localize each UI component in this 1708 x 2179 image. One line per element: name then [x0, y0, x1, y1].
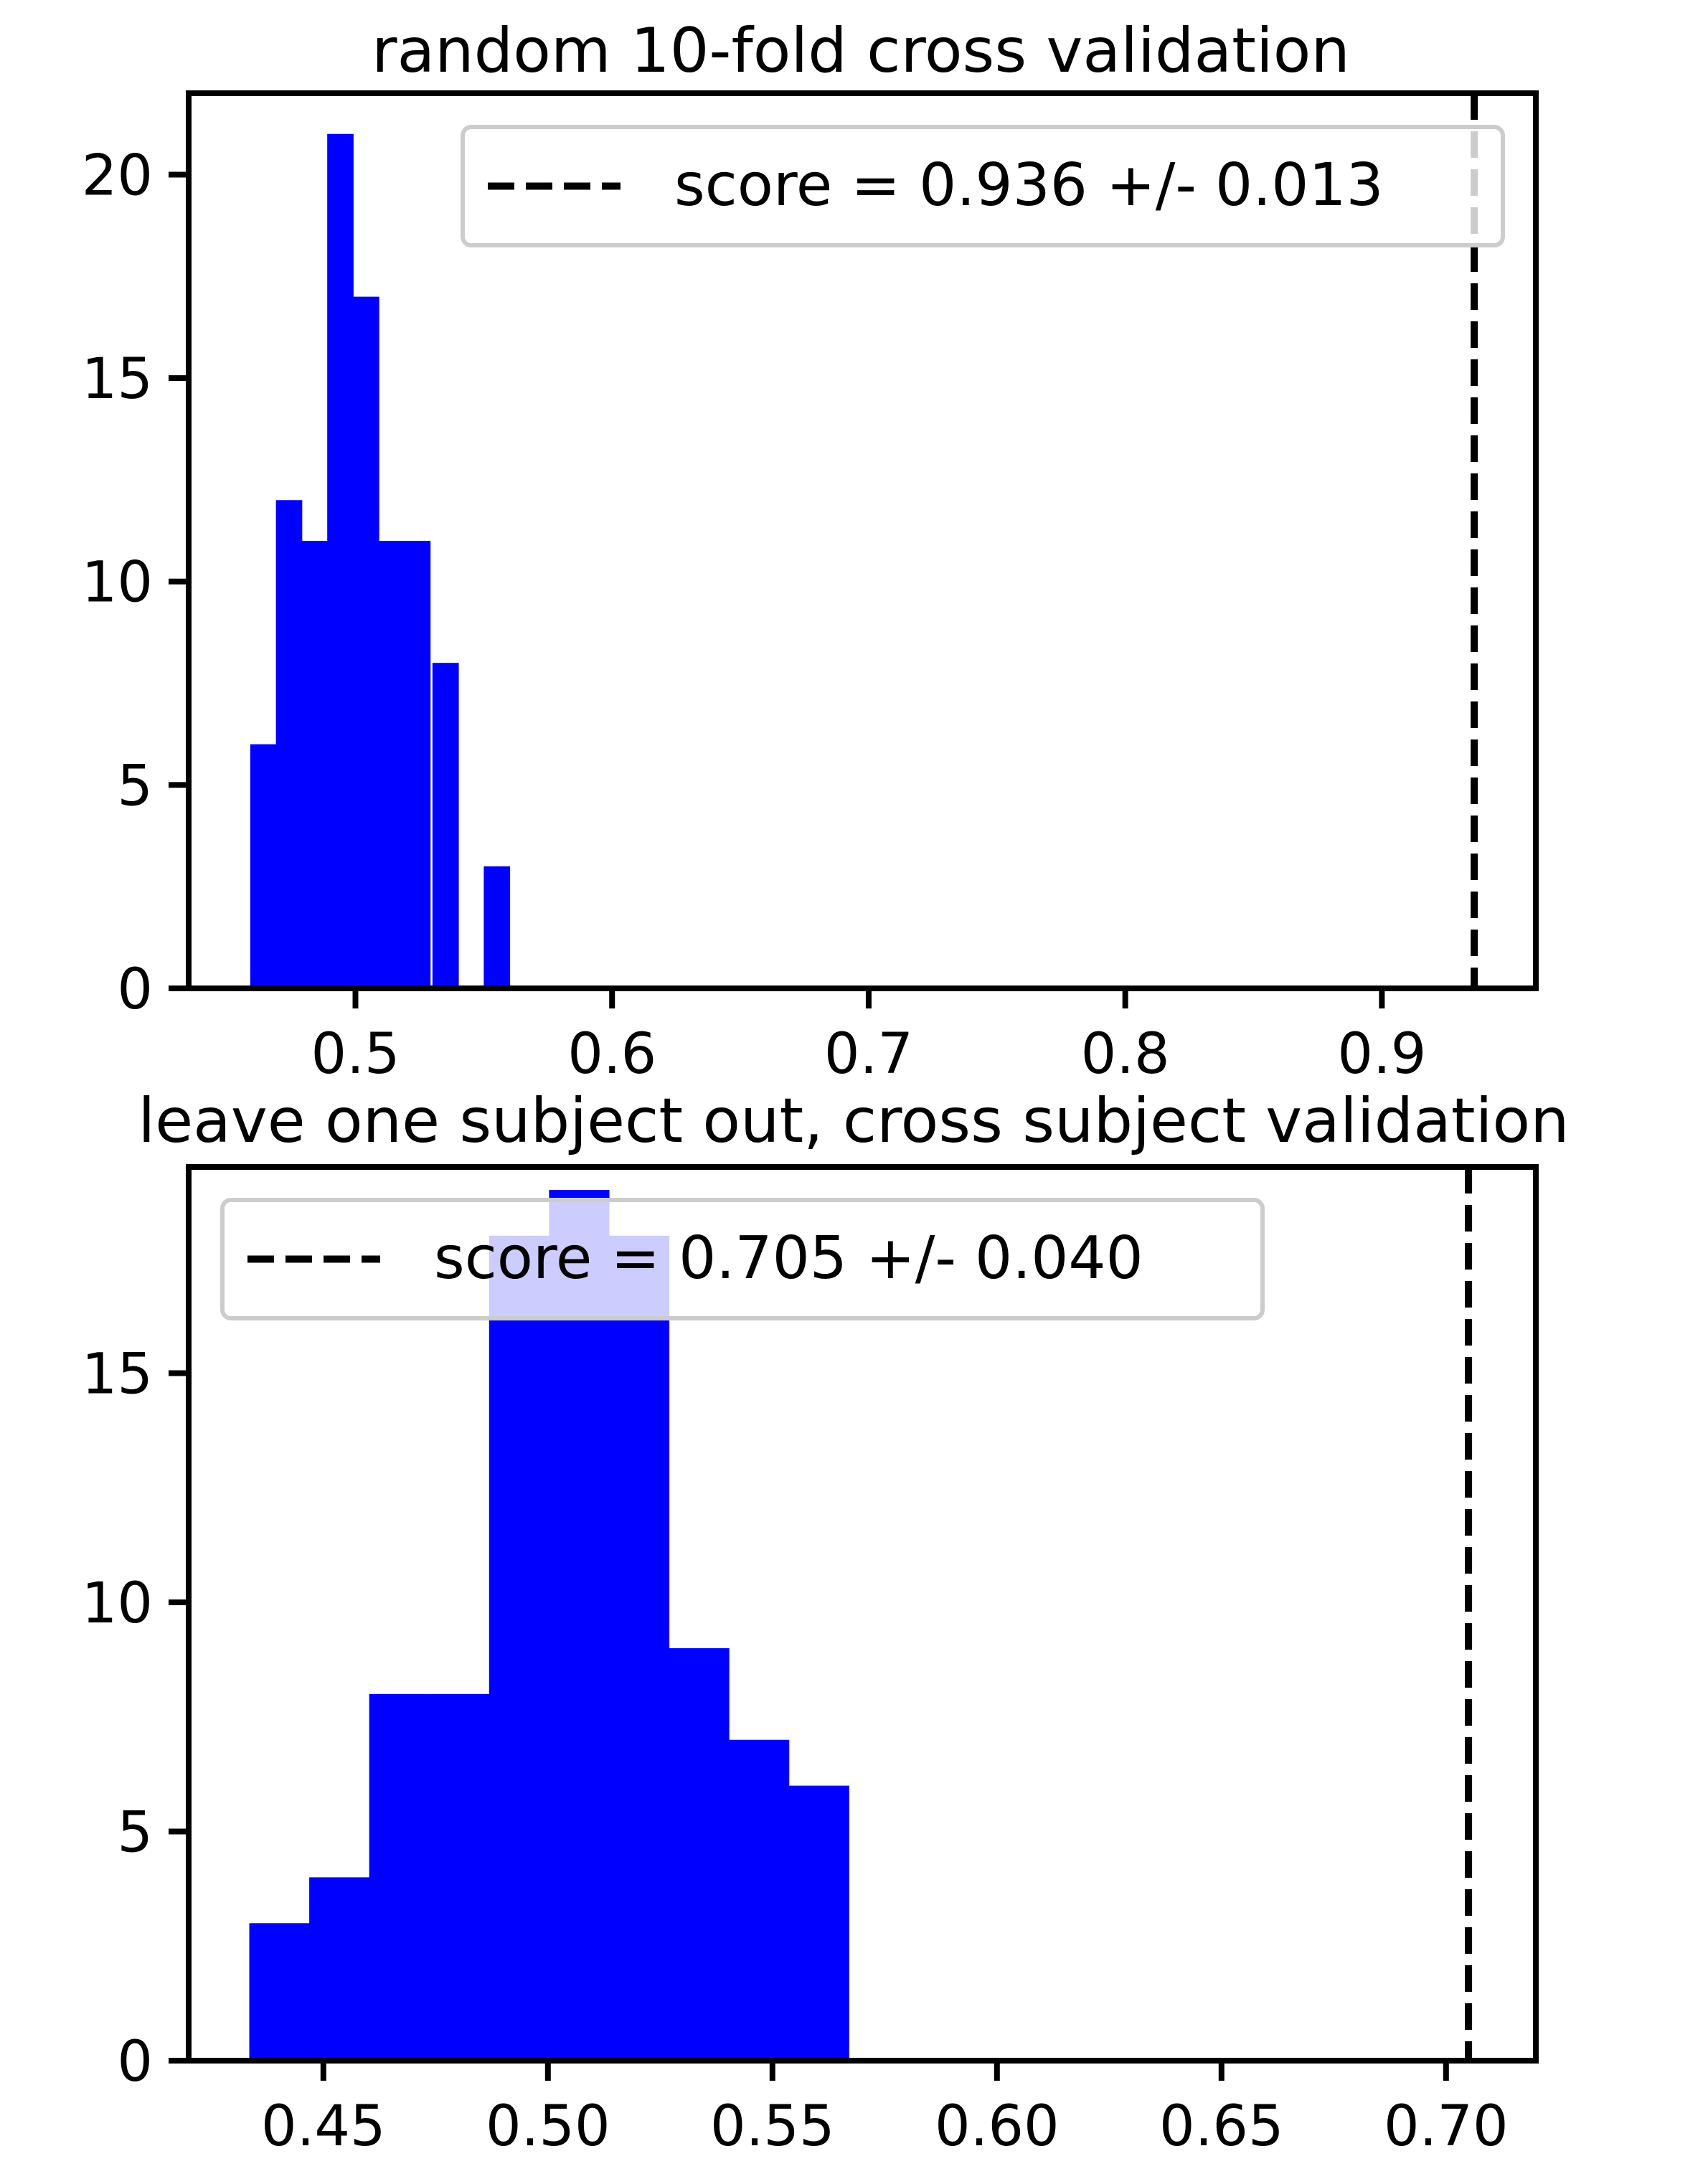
legend-label: score = 0.936 +/- 0.013	[674, 151, 1384, 219]
y-tick-label: 10	[82, 551, 153, 615]
y-tick-label: 0	[117, 2030, 153, 2094]
y-tick-label: 15	[82, 347, 153, 412]
x-tick-label: 0.8	[1081, 1022, 1170, 1087]
histogram-bar	[608, 1235, 670, 2061]
histogram-bar	[404, 541, 431, 988]
axes-frame	[186, 90, 1539, 991]
legend: score = 0.705 +/- 0.040	[220, 1198, 1265, 1320]
x-tick-label: 0.5	[311, 1022, 400, 1087]
histogram-bar	[489, 1235, 549, 2061]
histogram-bar	[369, 1693, 430, 2061]
y-tick-label: 0	[117, 958, 153, 1022]
panel-leave-one-subject-out: leave one subject out, cross subject val…	[82, 1085, 1570, 2159]
histogram-bar	[483, 866, 511, 988]
histogram-bar	[327, 133, 354, 988]
x-tick-label: 0.60	[935, 2094, 1060, 2159]
x-tick-label: 0.6	[567, 1022, 656, 1087]
chart-title: random 10-fold cross validation	[372, 15, 1350, 87]
axes-frame	[186, 1164, 1539, 2064]
y-tick-label: 15	[82, 1343, 153, 1407]
x-tick-label: 0.65	[1159, 2094, 1284, 2159]
x-tick-label: 0.7	[824, 1022, 913, 1087]
y-tick-label: 20	[82, 143, 153, 208]
histogram-bar	[249, 1923, 310, 2061]
legend: score = 0.936 +/- 0.013	[461, 125, 1505, 247]
axes: 0.5 0.6 0.7 0.8 0.9 0 5 10 15 20	[82, 90, 1539, 1087]
legend-box	[220, 1198, 1265, 1320]
histogram-bars	[250, 133, 511, 988]
x-tick-label: 0.9	[1337, 1022, 1426, 1087]
x-tick-label: 0.45	[261, 2094, 386, 2159]
histogram-bar	[301, 541, 329, 988]
histogram-bar	[378, 541, 405, 988]
legend-box	[461, 125, 1505, 247]
panel-random-10-fold: random 10-fold cross validation 0.5 0.6 0.…	[82, 15, 1539, 1087]
axes: 0.45 0.50 0.55 0.60 0.65 0.70 0 5 10 15	[82, 1164, 1539, 2159]
histogram-bar	[309, 1877, 370, 2061]
histogram-bar	[429, 1693, 490, 2061]
histogram-bar	[250, 744, 277, 988]
x-tick-label: 0.50	[486, 2094, 610, 2159]
chart-title: leave one subject out, cross subject val…	[138, 1085, 1569, 1157]
y-tick-label: 10	[82, 1571, 153, 1636]
histogram-bar	[669, 1648, 730, 2061]
histogram-bar	[788, 1785, 849, 2061]
y-tick-label: 5	[117, 754, 153, 818]
y-tick-label: 5	[117, 1801, 153, 1866]
histogram-bar	[549, 1189, 610, 2061]
histogram-bar	[275, 500, 303, 988]
histogram-bar	[729, 1739, 790, 2061]
x-tick-label: 0.70	[1384, 2094, 1509, 2159]
histogram-bars	[249, 1189, 849, 2061]
legend-label: score = 0.705 +/- 0.040	[434, 1224, 1143, 1292]
x-tick-label: 0.55	[710, 2094, 835, 2159]
histogram-bar	[352, 296, 379, 988]
histogram-bar	[432, 663, 459, 988]
